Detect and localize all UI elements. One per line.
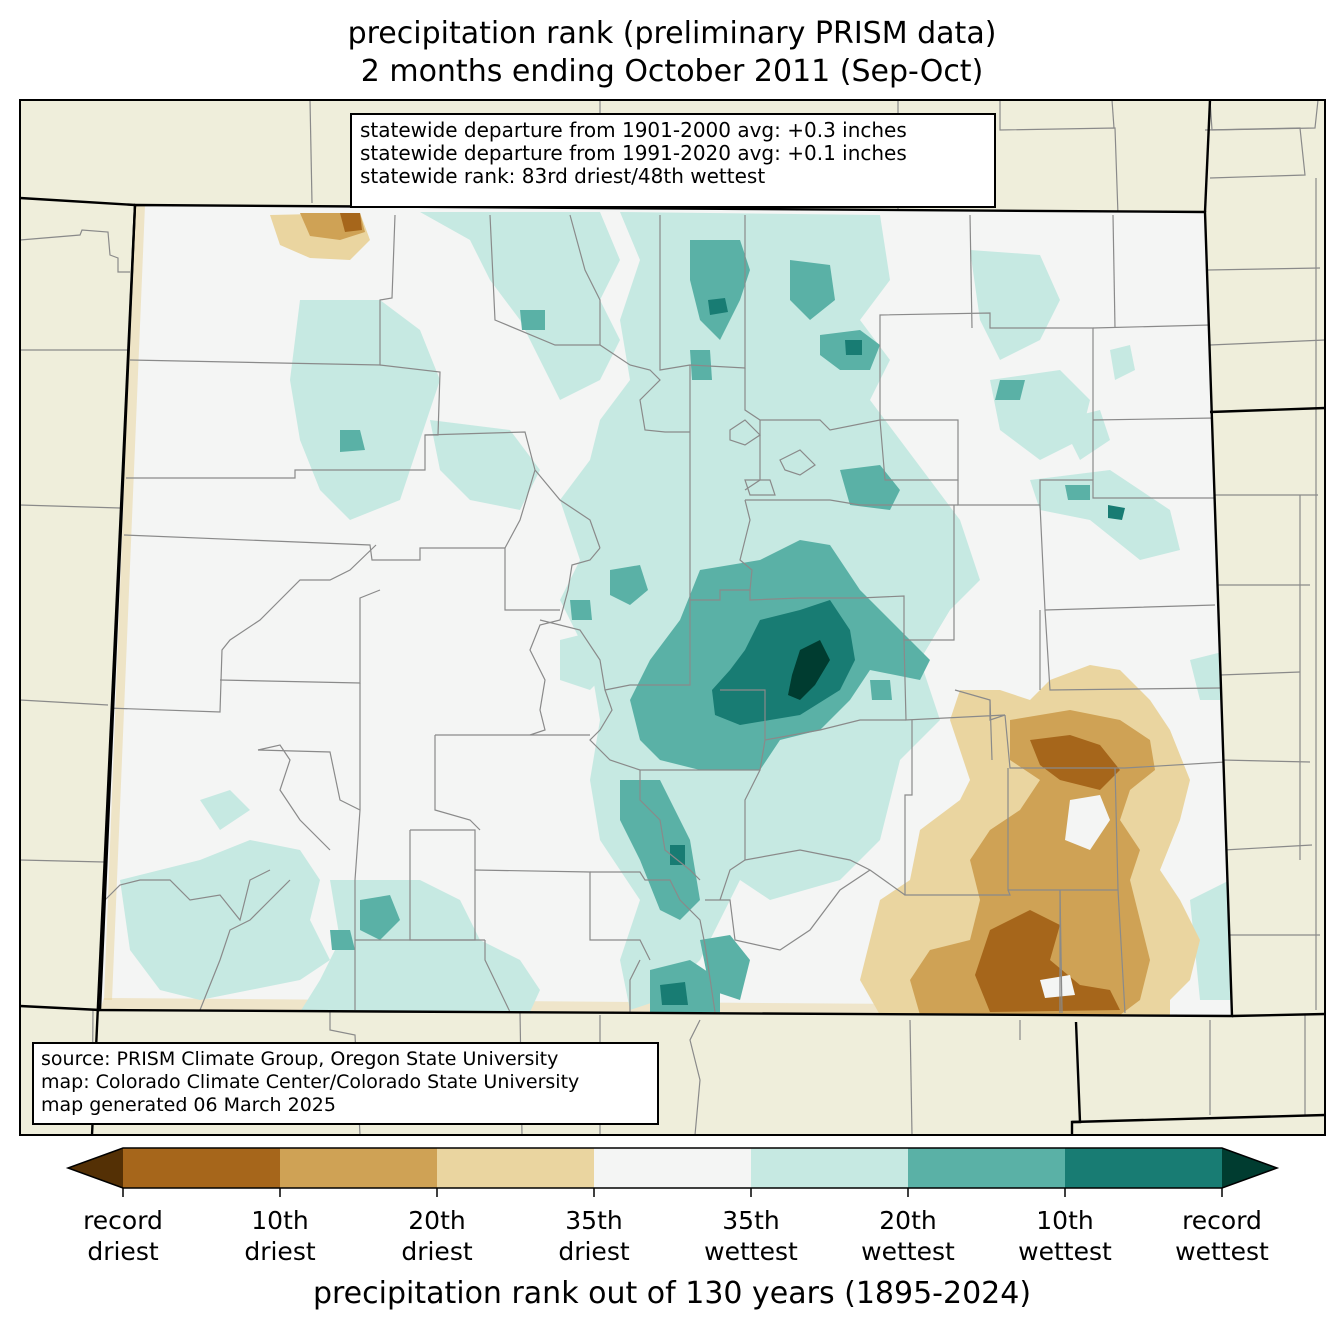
colorbar-tick-label: record wettest xyxy=(1175,1206,1269,1266)
colorbar-tick-label: 20th driest xyxy=(401,1206,473,1266)
stats-departure-1901-2000: statewide departure from 1901-2000 avg: … xyxy=(360,118,907,142)
colorbar-segment-35th_to_20th_wettest xyxy=(751,1148,909,1188)
colorbar-segment-20th_to_10th_wettest xyxy=(908,1148,1066,1188)
source-line: source: PRISM Climate Group, Oregon Stat… xyxy=(41,1048,559,1070)
colorbar-tick-label: 10th wettest xyxy=(1018,1206,1112,1266)
dark-wet-areas xyxy=(660,298,1125,1005)
map-generated-line: map generated 06 March 2025 xyxy=(41,1094,336,1116)
colorbar-segment-record_to_10th_driest xyxy=(123,1148,281,1188)
colorbar-tick-label: 10th driest xyxy=(244,1206,316,1266)
colorbar-tick-label: 35th wettest xyxy=(704,1206,798,1266)
map-credit-line: map: Colorado Climate Center/Colorado St… xyxy=(41,1071,580,1093)
colorbar-extend-min xyxy=(68,1148,123,1188)
colorbar-title: precipitation rank out of 130 years (189… xyxy=(312,1276,1032,1311)
colorado-county-lines xyxy=(104,214,1226,1014)
colorbar-tick-label: record driest xyxy=(83,1206,163,1266)
precipitation-rank-fields xyxy=(100,205,1232,1015)
map-title-line2: 2 months ending October 2011 (Sep-Oct) xyxy=(360,54,984,89)
colorbar-tick-label: 35th driest xyxy=(558,1206,630,1266)
state-borders xyxy=(20,100,1325,1135)
colorbar-tick-label: 20th wettest xyxy=(861,1206,955,1266)
near-normal-pockets xyxy=(1040,795,1110,998)
statewide-stats-box: statewide departure from 1901-2000 avg: … xyxy=(350,113,996,208)
source-credit-box: source: PRISM Climate Group, Oregon Stat… xyxy=(32,1042,659,1125)
colorbar-segment-near_normal xyxy=(594,1148,752,1188)
colorbar-segment-20th_to_35th_driest xyxy=(437,1148,595,1188)
colorbar xyxy=(65,1147,1280,1197)
map-title-line1: precipitation rank (preliminary PRISM da… xyxy=(347,16,997,51)
colorbar-segment-10th_to_record_wettest xyxy=(1065,1148,1223,1188)
stats-statewide-rank: statewide rank: 83rd driest/48th wettest xyxy=(360,164,766,188)
colorbar-extend-max xyxy=(1222,1148,1277,1188)
map-frame xyxy=(19,99,1326,1136)
colorbar-segment-10th_to_20th_driest xyxy=(280,1148,438,1188)
stats-departure-1991-2020: statewide departure from 1991-2020 avg: … xyxy=(360,141,907,165)
record-wet-core xyxy=(788,640,830,700)
dark-dry-areas xyxy=(340,213,1120,1012)
map-frame-content xyxy=(20,100,1325,1135)
